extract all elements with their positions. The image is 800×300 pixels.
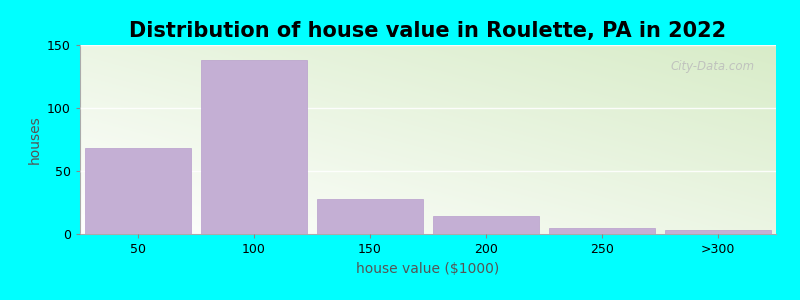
Bar [549,228,655,234]
X-axis label: house value ($1000): house value ($1000) [356,262,500,276]
Bar [85,148,191,234]
Bar [317,199,423,234]
Bar [201,60,307,234]
Bar [665,230,771,234]
Text: City-Data.com: City-Data.com [671,60,755,73]
Bar [433,216,539,234]
Y-axis label: houses: houses [27,115,42,164]
Title: Distribution of house value in Roulette, PA in 2022: Distribution of house value in Roulette,… [130,21,726,41]
